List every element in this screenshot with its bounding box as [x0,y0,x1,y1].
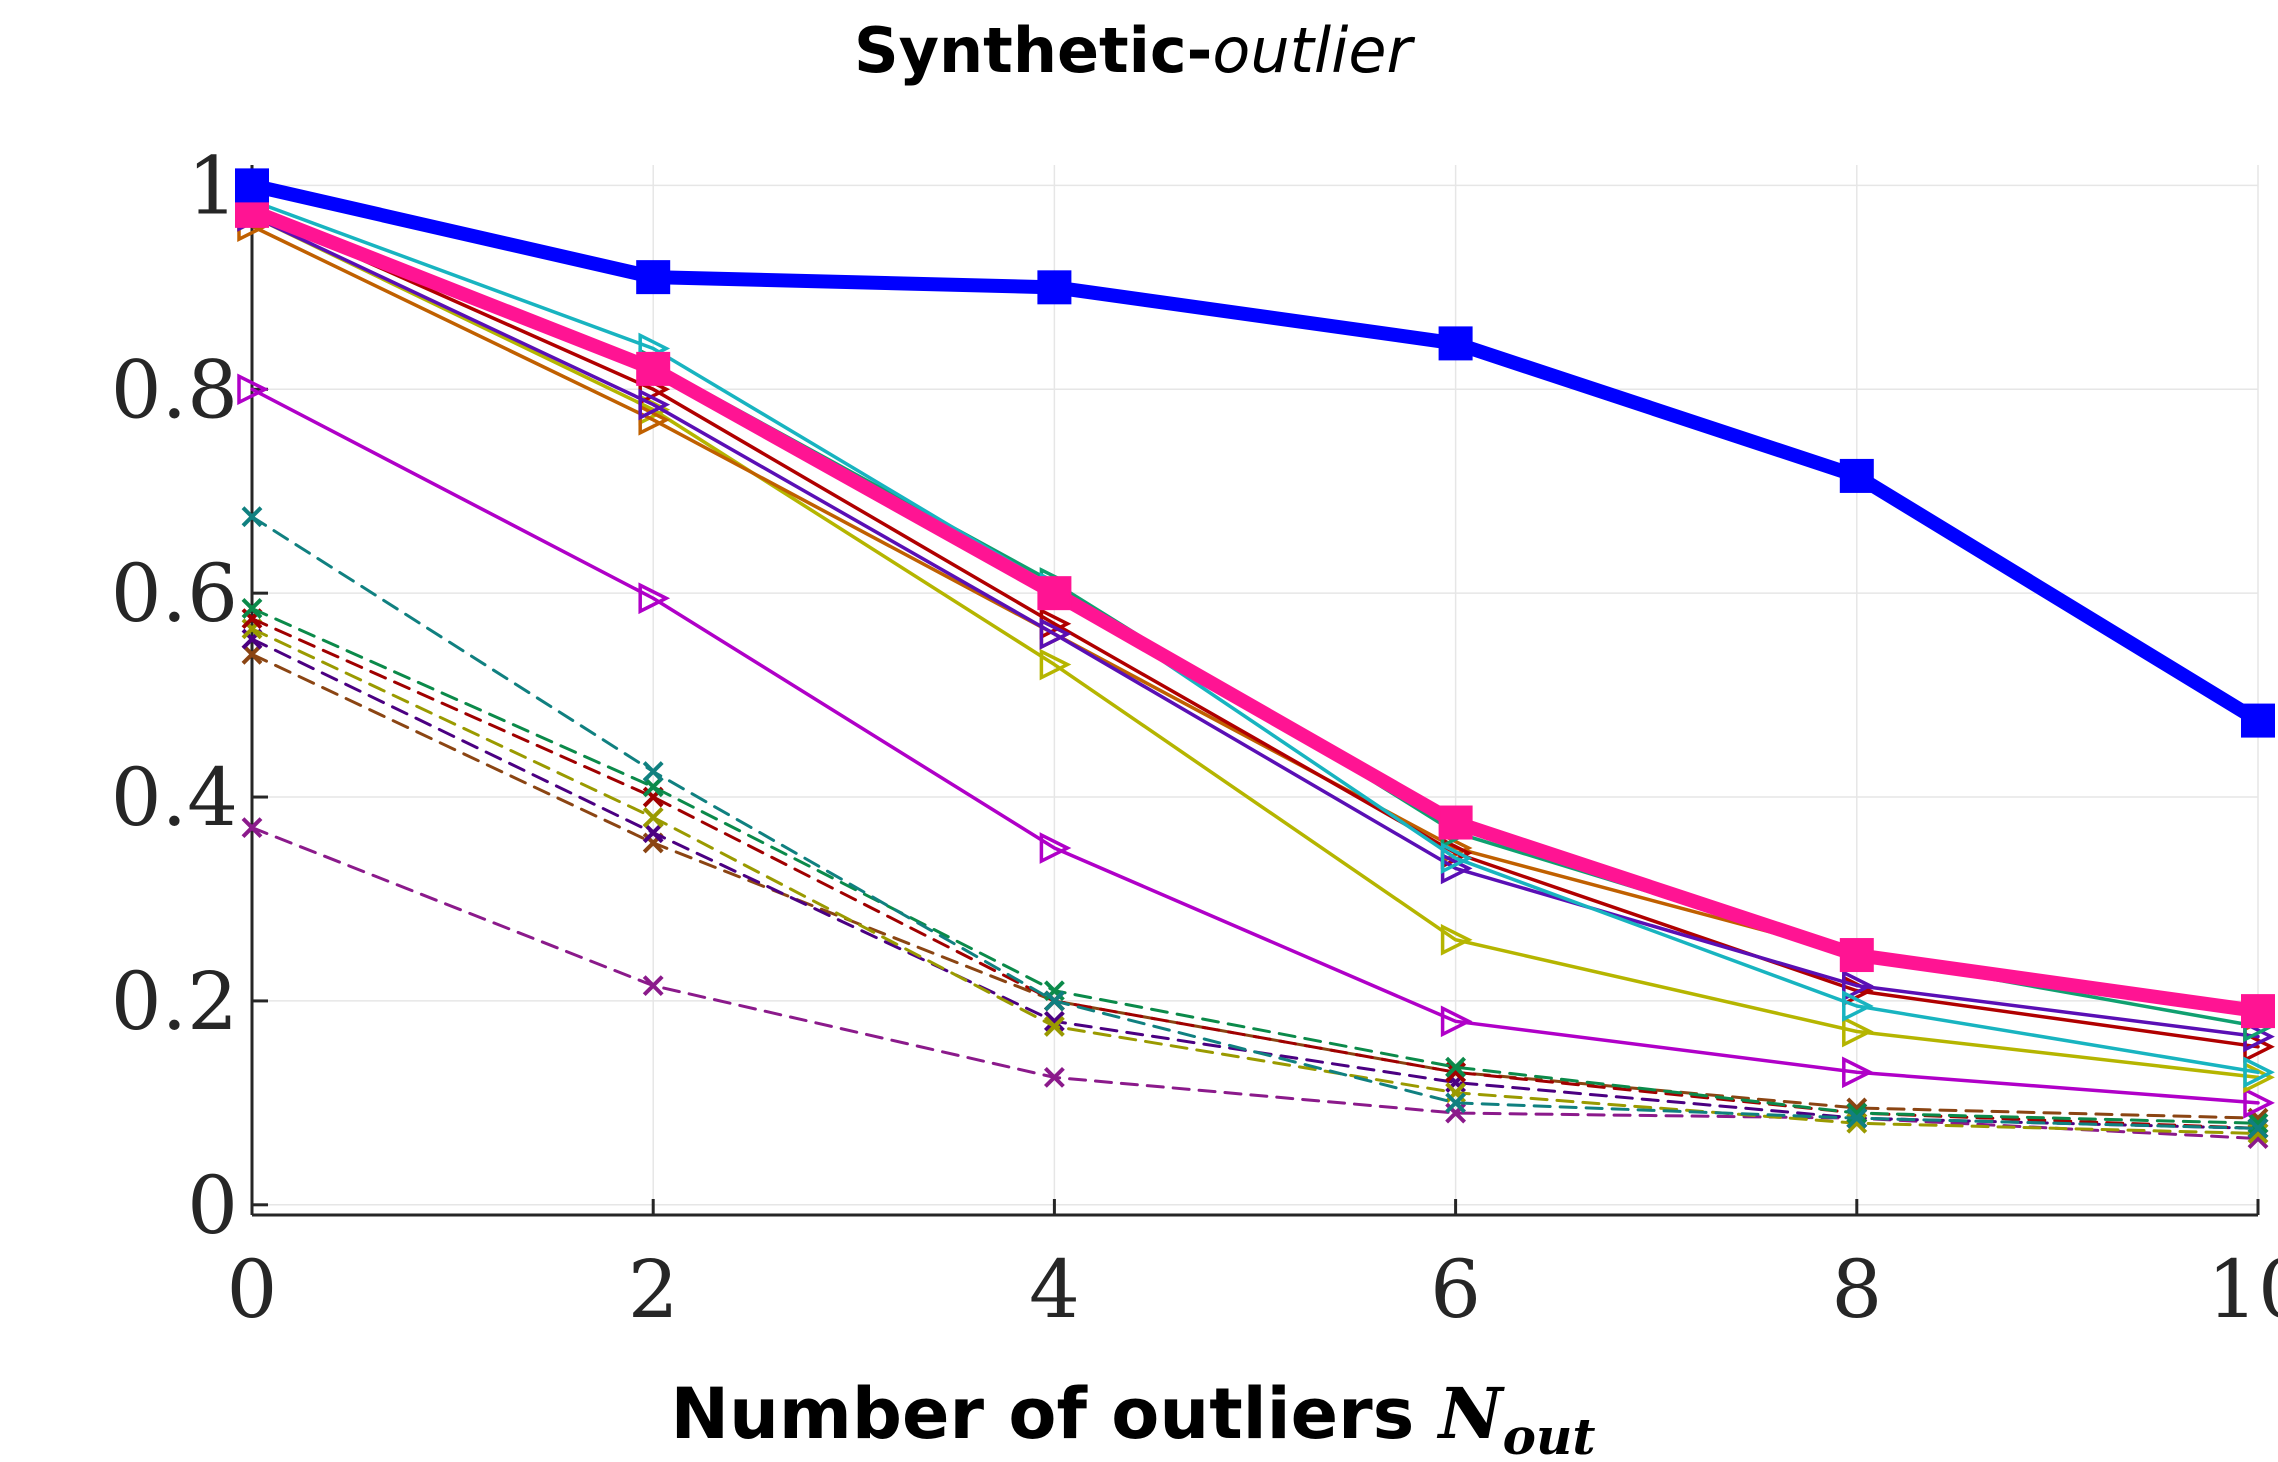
series-line-solid-indigo [250,214,2260,1039]
data-point-dashed-teal-4 [1846,1107,1868,1129]
data-point-solid-yellow-4 [1842,1015,1874,1048]
x-tick-label-2: 4 [1029,1243,1080,1336]
series-line-dashed-olive [250,627,2260,1135]
series-line-pink-bold [245,203,2265,1019]
data-point-blue-bold-5 [2241,703,2275,738]
data-point-solid-magenta-0 [237,373,269,406]
tick-labels: 0 2 4 6 8 10 0 0.2 0.4 0.6 0.8 1 [111,139,2278,1336]
series-line-solid-cyan [250,198,2260,1075]
x-axis-label-subscript: out [1503,1407,1596,1462]
data-point-solid-magenta-4 [1842,1056,1874,1089]
data-point-pink-bold-4 [1839,938,1874,973]
data-point-dashed-olive-2 [1043,1015,1065,1037]
series-line-dashed-purple [250,826,2260,1141]
data-point-dashed-teal-2 [1043,990,1065,1012]
x-tick-label-4: 8 [1831,1243,1882,1336]
data-point-dashed-teal-3 [1445,1092,1467,1114]
data-point-solid-indigo-1 [638,388,671,421]
data-point-dashed-brown-0 [241,643,263,665]
y-tick-label-0: 0 [187,1159,238,1252]
data-point-solid-cyan-5 [2243,1056,2275,1089]
data-point-solid-yellow-2 [1039,648,1072,681]
x-tick-label-5: 10 [2207,1243,2278,1336]
series-line-solid-magenta [250,387,2260,1105]
x-tick-label-0: 0 [227,1243,278,1336]
data-point-dashed-green-0 [241,598,263,619]
series-dashed-brown [241,643,2269,1129]
data-point-dashed-teal-5 [2247,1117,2269,1139]
data-point-dashed-teal-1 [642,761,664,782]
data-point-dashed-teal-0 [241,506,263,528]
series-line-solid-darkred [250,209,2260,1049]
data-point-pink-bold-5 [2241,994,2275,1029]
data-point-solid-cyan-4 [1842,990,1874,1022]
series-pink-bold [235,193,2275,1029]
series-dashed-teal [241,506,2269,1139]
data-point-dashed-indigo-1 [642,822,664,844]
data-point-solid-indigo-4 [1842,969,1874,1002]
series-solid-orange [237,210,2275,1033]
y-tick-label-3: 0.6 [111,547,238,640]
data-point-dashed-purple-1 [642,975,664,997]
x-axis-label-symbol: N [1437,1372,1506,1455]
data-point-dashed-green-3 [1445,1056,1467,1078]
x-axis-label-text: Number of outliers [671,1373,1439,1455]
data-point-pink-bold-2 [1037,576,1072,611]
series-line-dashed-green [250,606,2260,1125]
series-dashed-green [241,598,2269,1134]
data-point-solid-cyan-3 [1440,842,1473,875]
y-tick-label-2: 0.4 [111,751,238,844]
data-point-blue-bold-1 [636,260,671,295]
data-point-solid-magenta-5 [2243,1087,2275,1119]
data-point-solid-indigo-2 [1039,618,1072,650]
y-tick-label-5: 1 [187,139,238,232]
data-point-dashed-green-1 [642,776,664,798]
data-point-solid-magenta-3 [1440,1005,1473,1038]
data-point-dashed-purple-0 [241,817,263,839]
data-point-blue-bold-4 [1839,458,1874,493]
chart-title-prefix: Synthetic- [854,14,1212,87]
series-line-blue-bold [245,178,2265,728]
data-point-blue-bold-2 [1037,270,1072,305]
data-point-solid-orange-1 [638,404,671,436]
chart-title-italic: outlier [1212,14,1415,87]
series-blue-bold [235,168,2275,738]
series-group [235,168,2275,1149]
x-axis-label: Number of outliers Nout [671,1372,1596,1462]
chart-title: Synthetic-outlier [854,14,1416,87]
y-tick-label-4: 0.8 [111,343,238,436]
data-point-dashed-olive-1 [642,807,664,828]
series-dashed-purple [241,817,2269,1149]
y-tick-label-1: 0.2 [111,955,238,1048]
data-point-blue-bold-3 [1438,326,1473,361]
data-point-solid-yellow-3 [1440,923,1473,956]
data-point-pink-bold-1 [636,351,671,386]
series-line-solid-yellow [250,214,2260,1080]
data-point-blue-bold-0 [235,168,269,203]
series-dashed-olive [241,618,2269,1144]
data-point-solid-magenta-1 [638,582,671,615]
x-tick-label-3: 6 [1430,1243,1481,1336]
series-solid-yellow [237,200,2275,1094]
data-point-dashed-purple-2 [1043,1066,1065,1088]
data-point-dashed-indigo-2 [1043,1010,1065,1032]
series-solid-magenta [237,373,2275,1119]
data-point-pink-bold-3 [1438,805,1473,840]
x-tick-label-1: 2 [628,1243,679,1336]
data-point-solid-magenta-2 [1039,832,1072,864]
series-line-dashed-teal [250,515,2260,1130]
axes [250,165,2260,1217]
